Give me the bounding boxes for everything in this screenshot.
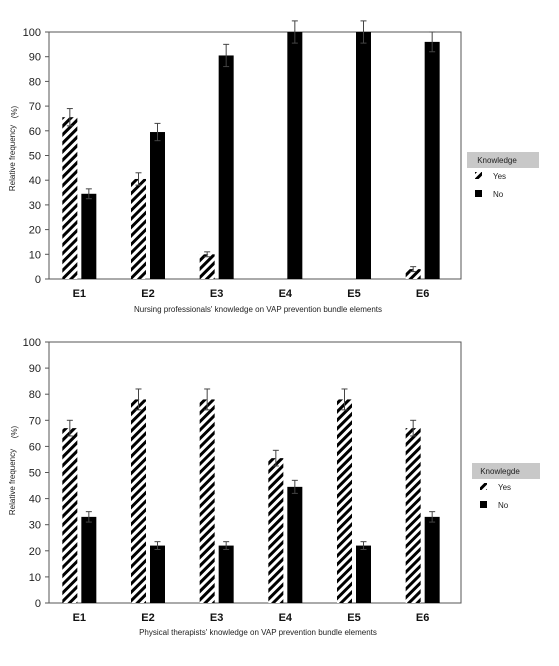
chart-panel-2: 0 10 20 30 40 50 60 70 80 90 100 Relative frequency… [8,337,540,637]
bar-yes-e3 [199,254,215,279]
y-tick-label: 40 [29,175,41,187]
category-label-e6: E6 [416,612,429,624]
y-axis-label: Relative frequency [8,449,17,515]
category-label-e2: E2 [141,288,154,300]
legend-label-no: No [493,190,504,199]
y-tick-label: 0 [35,598,41,610]
bar-no-e6 [424,516,440,603]
y-tick-label: 70 [29,415,41,427]
y-tick-label: 90 [29,363,41,375]
y-tick-label: 0 [35,274,41,286]
bar-no-e5 [356,32,371,279]
y-axis-unit: (%) [10,425,19,438]
bar-no-e5 [356,545,371,603]
category-label-e2: E2 [141,612,154,624]
bar-no-e1 [81,193,97,279]
y-tick-label: 80 [29,389,41,401]
category-label-e6: E6 [416,288,429,300]
category-label-e1: E1 [73,288,86,300]
category-label-e3: E3 [210,288,223,300]
y-tick-label: 20 [29,225,41,237]
y-tick-label: 30 [29,200,41,212]
bar-yes-e2 [131,178,146,279]
legend-header [472,463,540,479]
y-tick-label: 20 [29,546,41,558]
y-tick-label: 60 [29,441,41,453]
legend-title: Knowledge [477,156,517,165]
category-label-e4: E4 [279,612,293,624]
legend-title: Knowlegde [480,467,520,476]
y-tick-label: 60 [29,126,41,138]
y-axis-label: Relative frequency [8,125,17,191]
legend-label-yes: Yes [498,483,511,492]
legend-label-no: No [498,501,509,510]
bar-yes-e2 [131,399,146,603]
bar-yes-e5 [337,399,352,603]
y-tick-label: 10 [29,249,41,261]
y-tick-label: 100 [23,27,41,39]
bar-no-e1 [81,516,97,603]
y-axis-unit: (%) [10,105,19,118]
y-tick-label: 50 [29,468,41,480]
legend-header [467,152,539,168]
category-label-e1: E1 [73,612,86,624]
legend: Knowlegde Yes No [472,463,540,510]
y-tick-label: 30 [29,520,41,532]
bar-no-e4 [287,32,303,279]
category-label-e5: E5 [347,612,360,624]
bar-yes-e6 [405,269,421,279]
legend-swatch-no [475,190,482,197]
legend-swatch-no [480,501,487,508]
y-tick-label: 50 [29,151,41,163]
y-tick-label: 70 [29,101,41,113]
y-tick-label: 100 [23,337,41,349]
category-label-e4: E4 [279,288,293,300]
bar-yes-e4 [268,458,284,603]
x-axis-label: Physical therapists' knowledge on VAP pr… [139,628,377,637]
category-label-e5: E5 [347,288,360,300]
y-tick-label: 80 [29,76,41,88]
y-tick-label: 40 [29,494,41,506]
chart-panel-1: 0 10 20 30 40 50 60 70 80 90 100 Relative frequency… [8,20,539,314]
legend: Knowledge Yes No [467,152,539,199]
y-tick-label: 90 [29,52,41,64]
plot-frame [48,341,462,604]
legend-swatch-yes [480,483,487,490]
bar-no-e4 [287,486,303,603]
plot-frame [48,31,462,280]
legend-label-yes: Yes [493,172,506,181]
x-axis-label: Nursing professionals' knowledge on VAP … [134,305,382,314]
bar-yes-e6 [405,428,421,603]
legend-swatch-yes [475,172,482,179]
bar-no-e6 [424,41,440,279]
category-label-e3: E3 [210,612,223,624]
bar-yes-e3 [199,399,215,603]
y-tick-label: 10 [29,572,41,584]
bar-yes-e1 [62,428,78,603]
bar-no-e3 [218,55,234,280]
bar-no-e3 [218,545,234,603]
bar-no-e2 [150,132,165,279]
bar-no-e2 [150,545,165,603]
bar-yes-e1 [62,117,78,279]
